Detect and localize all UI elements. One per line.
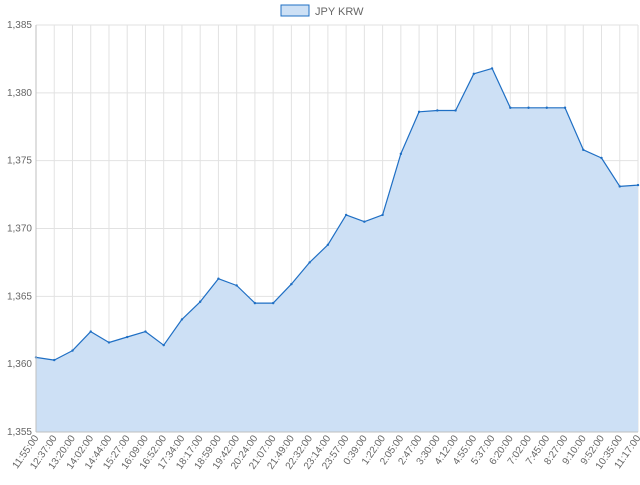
y-tick-label: 1,360: [7, 359, 32, 370]
data-point: [600, 156, 603, 160]
series-line: [35, 67, 639, 361]
legend-swatch[interactable]: [280, 4, 310, 17]
data-point: [198, 300, 202, 303]
data-point: [582, 148, 585, 152]
y-tick-label: 1,365: [7, 291, 32, 302]
data-point: [162, 343, 165, 347]
data-point: [308, 261, 311, 264]
series-area-fill: [36, 68, 638, 433]
data-point: [271, 301, 275, 305]
data-point: [344, 213, 348, 217]
data-point: [290, 282, 293, 286]
y-tick-label: 1,370: [7, 224, 32, 235]
legend[interactable]: JPY KRW: [280, 4, 364, 18]
data-point: [545, 106, 548, 109]
data-point: [235, 284, 238, 287]
data-point: [253, 301, 257, 305]
y-tick-label: 1,380: [7, 88, 32, 99]
legend-label[interactable]: JPY KRW: [315, 6, 364, 18]
data-point: [436, 109, 439, 112]
plot-area: [34, 67, 640, 433]
data-point: [509, 106, 512, 109]
data-point: [527, 106, 530, 109]
data-point: [126, 335, 129, 339]
data-point: [144, 330, 147, 333]
data-point: [107, 341, 111, 344]
data-point: [363, 220, 366, 223]
data-point: [399, 152, 403, 156]
y-tick-label: 1,355: [7, 427, 32, 438]
data-point: [417, 110, 421, 114]
data-point: [381, 213, 384, 217]
y-tick-label: 1,375: [7, 156, 32, 167]
y-tick-label: 1,385: [7, 20, 32, 31]
data-point: [326, 243, 330, 246]
data-point: [53, 358, 56, 362]
data-point: [490, 67, 494, 70]
data-point: [89, 330, 92, 333]
data-point: [618, 185, 621, 188]
data-point: [217, 277, 220, 280]
data-point: [563, 106, 567, 109]
data-point: [636, 183, 640, 187]
data-point: [180, 318, 184, 321]
data-point: [472, 72, 476, 76]
data-point: [454, 109, 457, 112]
data-point: [71, 349, 74, 352]
